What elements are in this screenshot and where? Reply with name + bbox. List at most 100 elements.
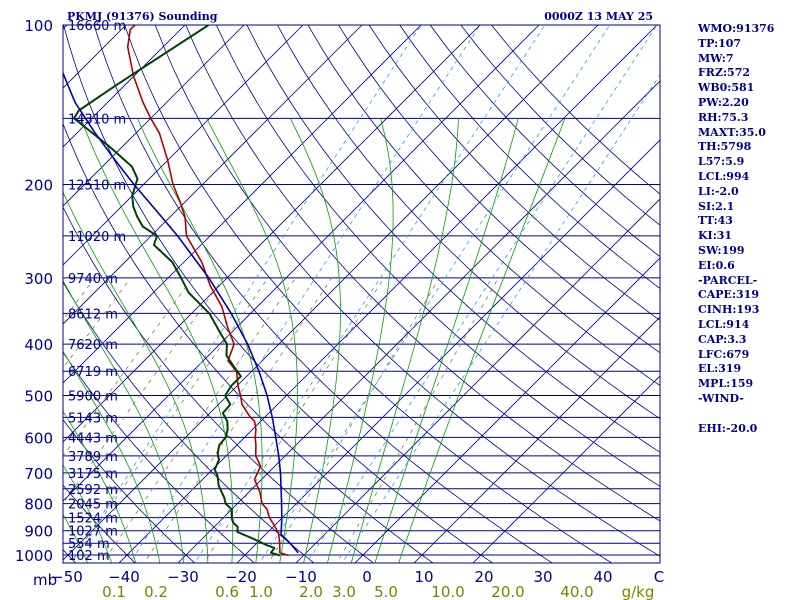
temperature-tick-label: 20 xyxy=(474,568,493,586)
mixing-ratio-tick-label: 20.0 xyxy=(491,583,524,600)
pressure-tick-label: 200 xyxy=(24,177,53,195)
isohume-line xyxy=(306,25,658,563)
mixing-ratio-line xyxy=(143,277,333,563)
index-item: EL:319 xyxy=(698,362,742,376)
isotherm-line xyxy=(0,25,8,566)
mixing-ratio-tick-label: 2.0 xyxy=(299,583,323,600)
height-label: 3789 m xyxy=(68,450,118,465)
isohume-line xyxy=(341,74,660,563)
moist-adiabat-line xyxy=(350,118,459,563)
height-label: 8612 m xyxy=(68,307,118,322)
temperature-tick-label: 10 xyxy=(414,568,433,586)
dry-adiabat-line xyxy=(368,25,660,321)
parcel-trace xyxy=(63,71,299,554)
isotherm-line xyxy=(63,25,68,30)
index-item: -WIND- xyxy=(698,391,744,405)
dry-adiabat-line xyxy=(246,25,660,453)
temperature-tick-label: C xyxy=(654,568,664,586)
isotherm-line xyxy=(63,25,540,502)
isotherm-line xyxy=(354,257,660,563)
temperature-tick-label: −40 xyxy=(108,568,140,586)
dewpoint-trace xyxy=(73,25,281,557)
temperature-tick-label: 30 xyxy=(533,568,552,586)
mixing-ratio-line xyxy=(63,277,132,369)
dry-adiabat-line xyxy=(215,25,660,487)
isotherm-line xyxy=(63,25,186,148)
isotherm-line xyxy=(413,316,660,563)
moist-adiabat-line xyxy=(63,513,89,563)
temperature-tick-label: 40 xyxy=(593,568,612,586)
index-item: CAP:3.3 xyxy=(698,332,747,346)
pressure-tick-label: 500 xyxy=(24,387,53,405)
index-item: EHI:-20.0 xyxy=(698,421,758,435)
height-label: 11020 m xyxy=(68,230,126,245)
pressure-tick-label: 600 xyxy=(24,429,53,447)
mixing-ratio-tick-label: 0.6 xyxy=(215,583,239,600)
index-item: TH:5798 xyxy=(698,140,752,154)
index-item: PW:2.20 xyxy=(698,95,749,109)
isotherm-line xyxy=(63,25,422,384)
index-item: TT:43 xyxy=(698,214,733,228)
mixing-ratio-tick-label: 5.0 xyxy=(374,583,398,600)
height-label: 14310 m xyxy=(68,112,126,127)
plot-frame xyxy=(62,24,661,564)
dry-adiabat-line xyxy=(338,25,660,354)
height-label: 7620 m xyxy=(68,338,118,353)
height-label: 2592 m xyxy=(68,483,118,498)
mixing-ratio-tick-label: 10.0 xyxy=(431,583,464,600)
stability-indices: WMO:91376 TP:107 MW:7 FRZ:572 WB0:581 PW:2.20… xyxy=(698,22,774,436)
dry-adiabat-line xyxy=(63,281,315,563)
index-item: MAXT:35.0 xyxy=(698,125,766,139)
moist-adiabat-line xyxy=(63,410,137,563)
index-item: TP:107 xyxy=(698,36,742,50)
height-label: 4443 m xyxy=(68,431,118,446)
mixing-ratio-line xyxy=(267,277,440,563)
moist-adiabat-line xyxy=(63,350,161,563)
moist-adiabat-line xyxy=(374,118,519,563)
index-item: KI:31 xyxy=(698,229,733,243)
pressure-tick-label: 100 xyxy=(24,17,53,35)
moist-adiabat-line xyxy=(206,118,298,563)
height-label: 5900 m xyxy=(68,389,118,404)
index-item: EI:0.6 xyxy=(698,258,735,272)
dry-adiabat-line xyxy=(154,25,660,557)
pressure-tick-label: 900 xyxy=(24,523,53,541)
dry-adiabat-line xyxy=(185,25,660,522)
index-item: -PARCEL- xyxy=(698,273,758,287)
station-title: PKMJ (91376) Sounding xyxy=(67,10,218,23)
moist-adiabat-line xyxy=(398,118,566,563)
moist-adiabat-line xyxy=(0,118,19,568)
pressure-tick-label: 1000 xyxy=(15,547,53,565)
moist-adiabat-line xyxy=(136,118,263,563)
moist-adiabat-line xyxy=(80,118,234,563)
dry-adiabat-line xyxy=(63,206,375,563)
index-item: CAPE:319 xyxy=(698,288,759,302)
temperature-tick-label: −30 xyxy=(167,568,199,586)
temperature-tick-label: −20 xyxy=(225,568,257,586)
dry-adiabat-line xyxy=(63,418,196,563)
height-label: 6719 m xyxy=(68,365,118,380)
isotherm-line xyxy=(63,25,481,443)
index-item: CINH:193 xyxy=(698,303,760,317)
isotherm-line xyxy=(118,25,658,563)
index-item: L57:5.9 xyxy=(698,155,745,169)
height-label: 554 m xyxy=(68,537,110,552)
height-label: 102 m xyxy=(68,549,110,564)
isotherm-line xyxy=(63,25,304,266)
dry-adiabat-line xyxy=(307,25,660,387)
index-item: LCL:914 xyxy=(698,317,750,331)
isohume-line xyxy=(258,25,611,563)
mixing-ratio-tick-label: 40.0 xyxy=(560,583,593,600)
height-label: 2045 m xyxy=(68,498,118,513)
isotherm-line xyxy=(472,375,660,563)
temperature-trace xyxy=(126,25,290,557)
mixing-ratio-line xyxy=(63,277,193,457)
index-item: WB0:581 xyxy=(698,81,755,95)
pressure-tick-label: 800 xyxy=(24,496,53,514)
pressure-tick-label: 400 xyxy=(24,336,53,354)
sounding-time: 0000Z 13 MAY 25 xyxy=(544,10,653,23)
pressure-tick-label: 700 xyxy=(24,465,53,483)
dry-adiabat-line xyxy=(124,25,613,563)
height-label: 5143 m xyxy=(68,411,118,426)
